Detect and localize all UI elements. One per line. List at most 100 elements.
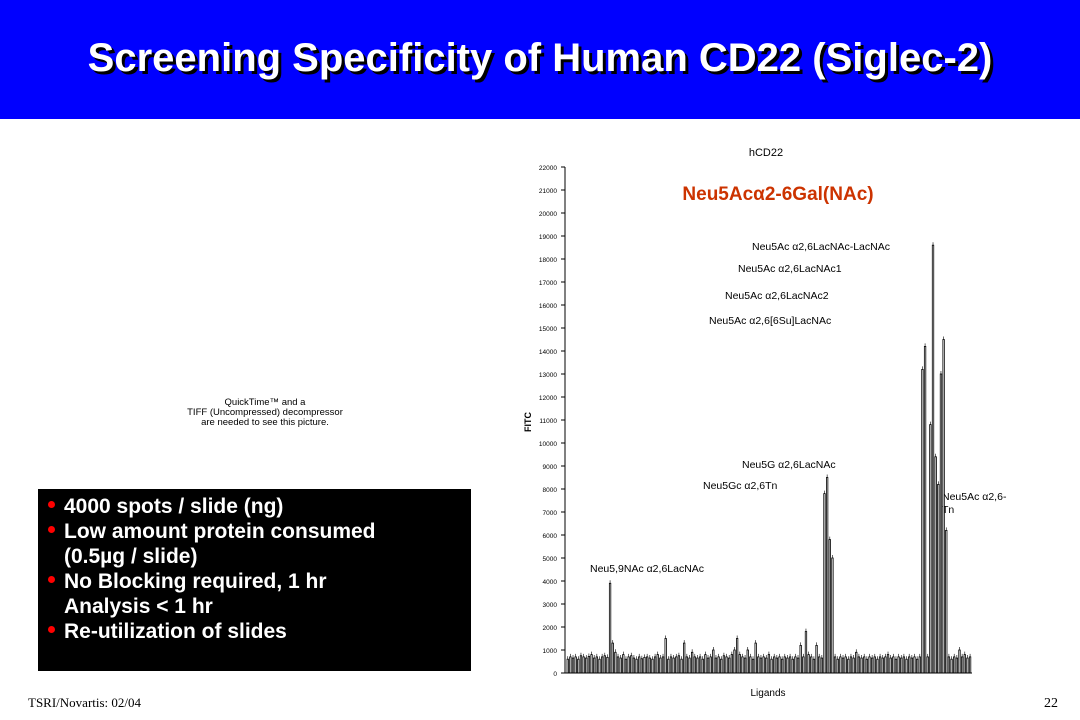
bar [614, 651, 617, 674]
bar [733, 649, 736, 674]
bar [841, 657, 845, 674]
bar [831, 557, 834, 674]
bar [836, 658, 839, 674]
bar [833, 656, 837, 674]
bar [675, 656, 678, 674]
bar [947, 656, 951, 674]
bullet-text: (0.5µg / slide) [64, 545, 198, 568]
y-tick-label: 3000 [543, 602, 558, 609]
bar [643, 656, 646, 674]
y-tick-label: 15000 [539, 326, 557, 333]
bullet-dot-icon [48, 626, 55, 633]
bar [934, 456, 937, 674]
bullet-text: No Blocking required, 1 hr [64, 570, 327, 593]
bar [672, 657, 675, 674]
bar [828, 539, 831, 674]
page-number: 22 [1044, 696, 1058, 711]
bar [767, 654, 771, 674]
placeholder-line: QuickTime™ and a [224, 397, 306, 408]
bar [802, 656, 805, 674]
bar [693, 656, 696, 674]
bar [624, 658, 628, 674]
bar [632, 657, 636, 674]
bullet-box: 4000 spots / slide (ng) Low amount prote… [38, 489, 471, 671]
bar [818, 656, 821, 674]
bar [622, 654, 625, 674]
bar [648, 657, 651, 674]
bar [566, 658, 569, 674]
bar [807, 654, 810, 674]
bar [722, 655, 726, 674]
bar [794, 656, 797, 674]
bar [714, 657, 718, 674]
annotation-label: Neu5Ac α2,6[6Su]LacNAc [709, 315, 831, 327]
placeholder-line: TIFF (Uncompressed) decompressor [187, 407, 343, 418]
y-tick-label: 9000 [543, 464, 558, 471]
bar [878, 656, 882, 674]
bar [706, 657, 710, 674]
bar [579, 655, 583, 674]
bar [619, 657, 622, 674]
bar [717, 656, 720, 674]
y-tick-label: 20000 [539, 211, 557, 218]
bar [905, 658, 908, 674]
bar [587, 656, 591, 674]
y-axis-label: FITC [523, 412, 533, 432]
bar [571, 657, 575, 674]
placeholder-line: are needed to see this picture. [201, 417, 329, 428]
bar [929, 424, 932, 674]
bar [926, 656, 929, 674]
bar [908, 656, 911, 674]
bullet-dot-icon [48, 501, 55, 508]
bar [720, 658, 723, 674]
bar [931, 244, 935, 674]
y-tick-label: 22000 [539, 165, 557, 172]
bar [955, 657, 958, 674]
bar [759, 657, 763, 674]
bar [741, 656, 744, 674]
bar [799, 645, 802, 674]
bar [884, 656, 887, 674]
bar [770, 658, 773, 674]
bar [569, 656, 572, 674]
bar [902, 656, 906, 674]
y-axis-ticks: 0 1000 2000 3000 4000 5000 6000 7000 8000 9000 100… [539, 165, 565, 678]
y-tick-label: 0 [553, 671, 557, 678]
bar [683, 642, 686, 674]
y-tick-label: 2000 [543, 625, 558, 632]
bar [786, 657, 789, 674]
bar [590, 654, 593, 674]
bar [680, 658, 683, 674]
bar-series [566, 242, 972, 674]
bar [876, 658, 879, 674]
bar [595, 656, 598, 674]
bar [712, 649, 715, 674]
bar [781, 658, 784, 674]
bar [778, 656, 781, 674]
bar [871, 657, 874, 674]
bar [709, 656, 712, 674]
chart-title: hCD22 [749, 147, 783, 159]
bar [873, 656, 876, 674]
bar [659, 657, 662, 674]
bullet-text: Low amount protein consumed [64, 520, 376, 543]
missing-picture-placeholder: QuickTime™ and a TIFF (Uncompressed) dec… [170, 398, 360, 428]
bar [804, 631, 808, 674]
bar [669, 656, 673, 674]
annotation-label: Neu5Gc α2,6Tn [703, 480, 778, 492]
bar [849, 656, 853, 674]
bar [913, 656, 916, 674]
bar [762, 656, 765, 674]
bar [939, 373, 943, 674]
bullet-item: No Blocking required, 1 hr Analysis < 1 … [46, 569, 465, 619]
bar [839, 656, 842, 674]
bar [961, 656, 964, 674]
bar [608, 582, 612, 674]
bar [656, 654, 659, 674]
bar [603, 655, 606, 674]
y-tick-label: 12000 [539, 395, 557, 402]
bar [577, 658, 580, 674]
bar [968, 656, 972, 674]
bar [966, 657, 969, 674]
bar [953, 656, 956, 674]
